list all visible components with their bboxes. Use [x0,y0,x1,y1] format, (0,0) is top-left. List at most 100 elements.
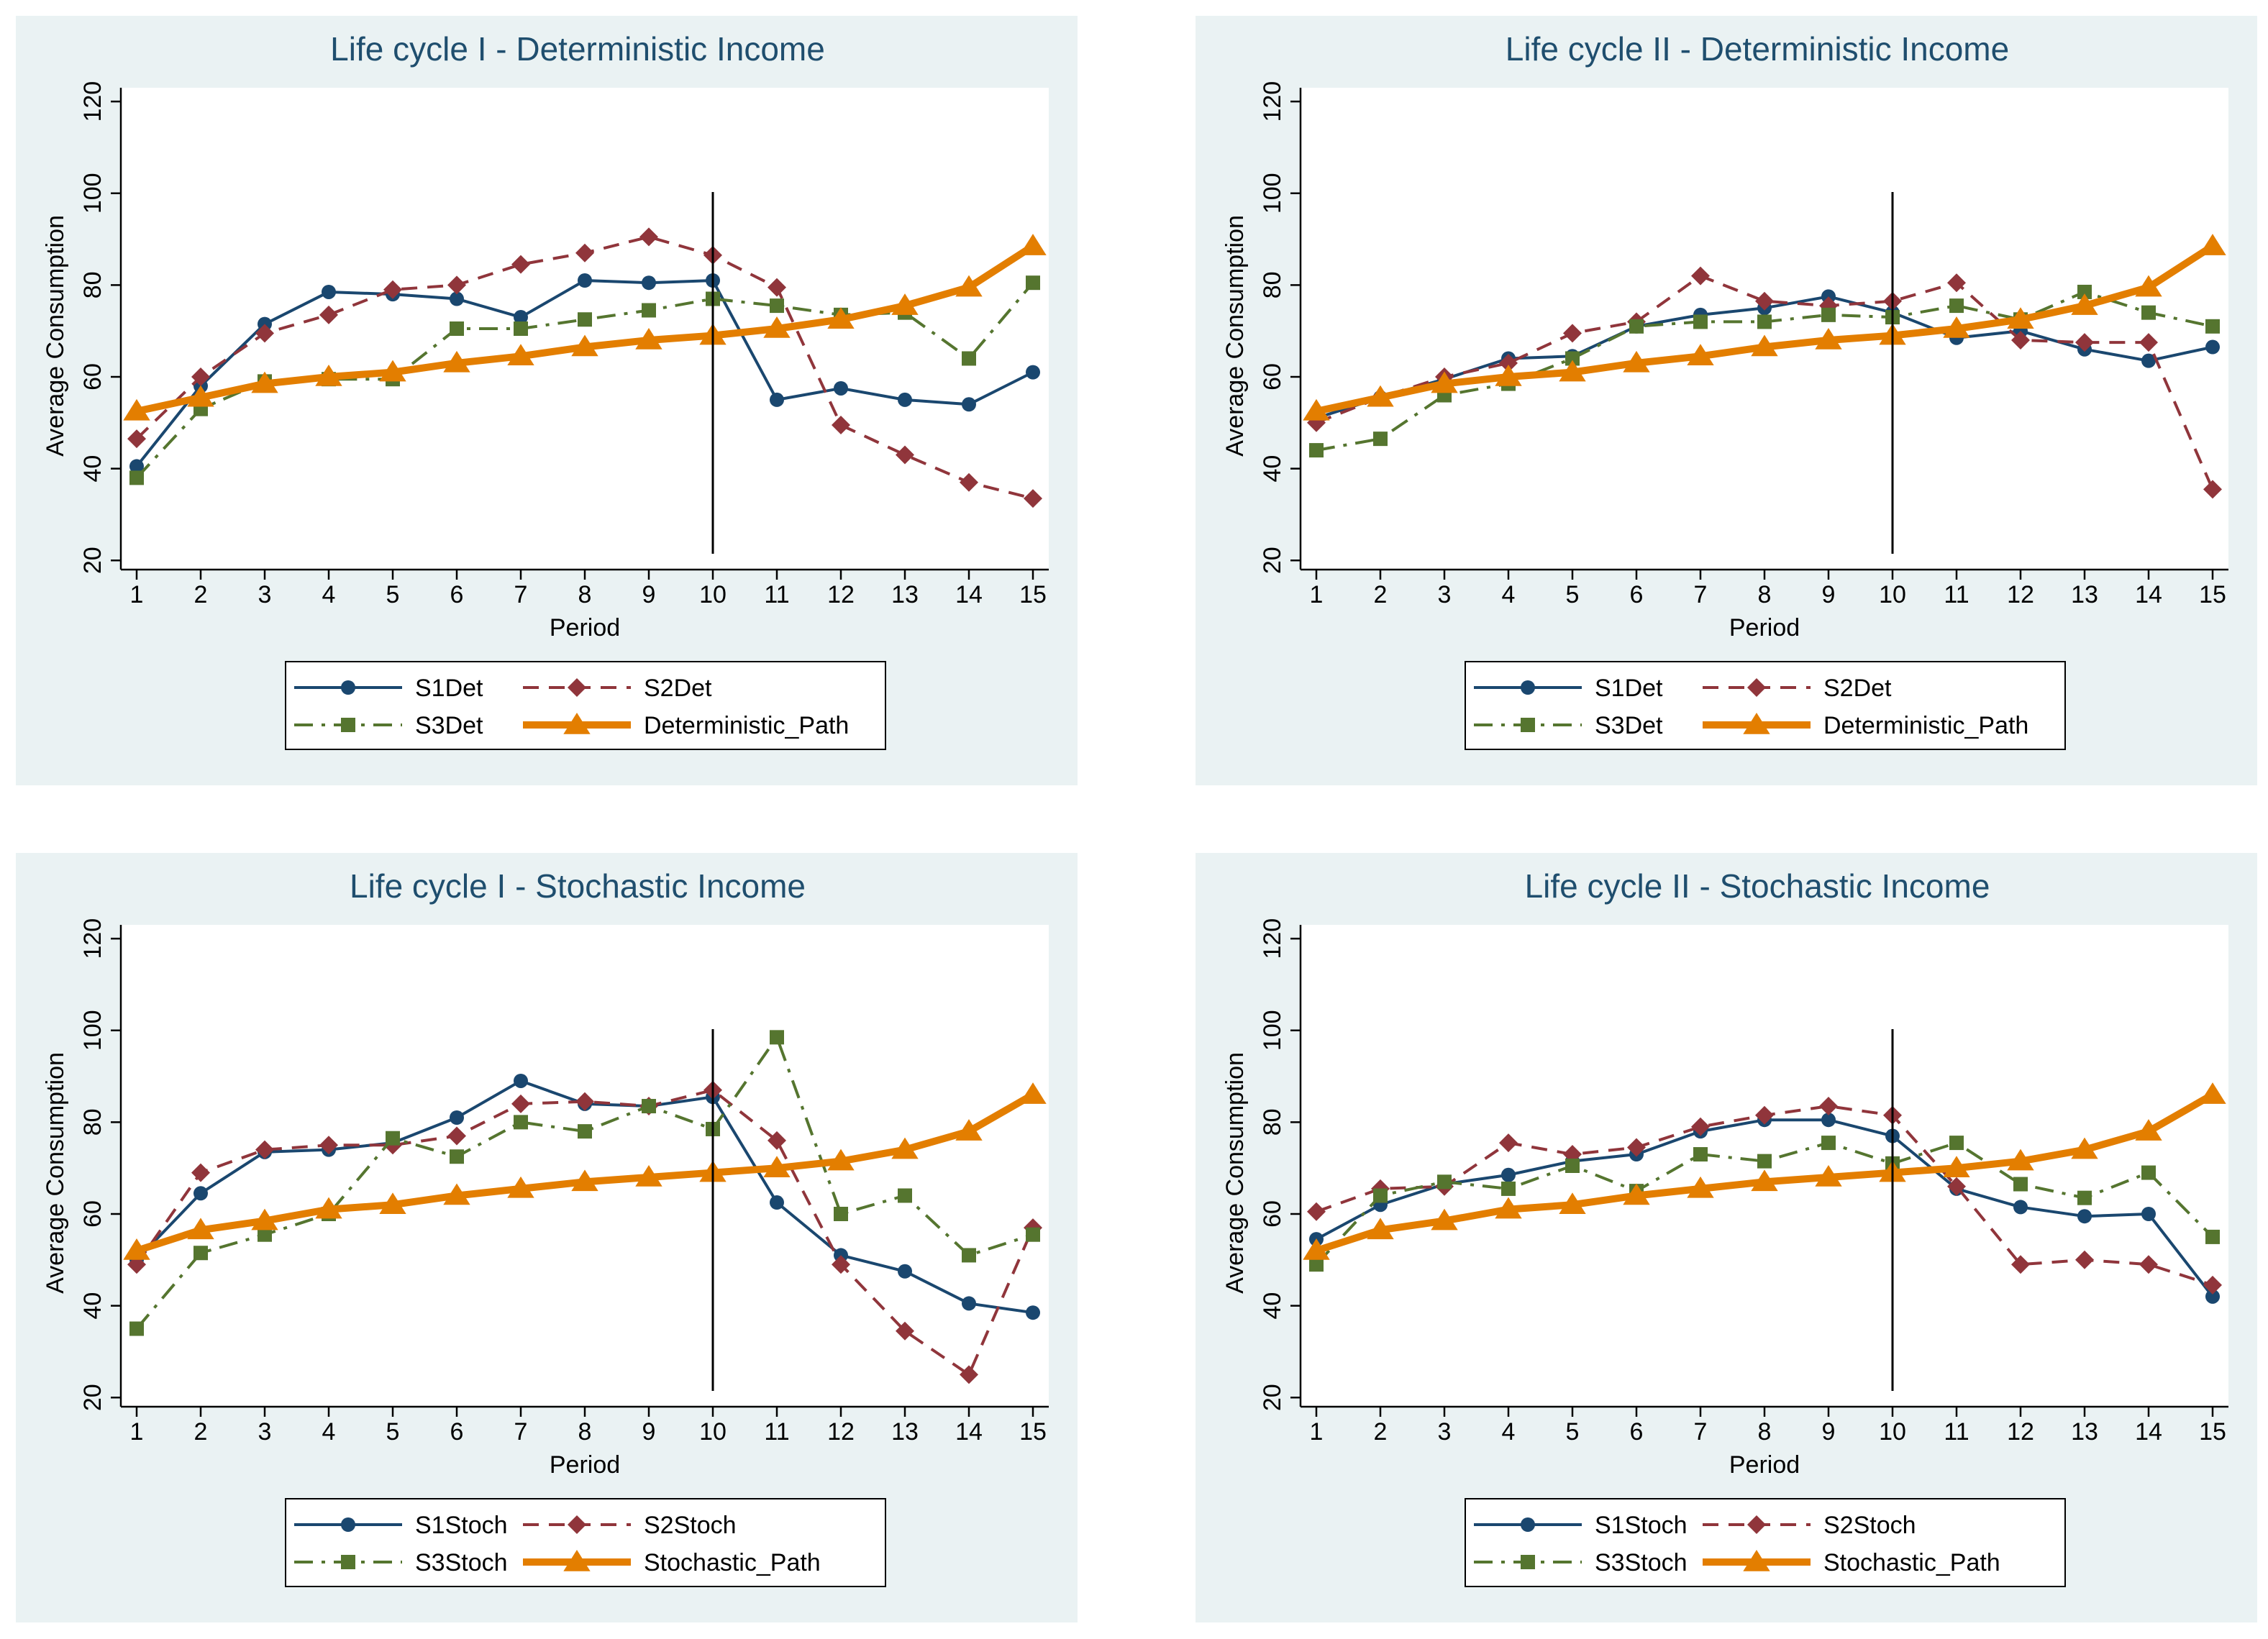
chart-1-legend-label-s1det: S1Det [415,675,483,702]
chart-4-point-s3stoch [1437,1174,1452,1190]
chart-3-y-axis-label: Average Consumption [42,1052,69,1294]
chart-3-legend-label-s3stoch: S3Stoch [415,1549,508,1576]
chart-4-x-tick-label: 6 [1630,1418,1644,1446]
chart-4-point-s1stoch [1501,1167,1516,1182]
chart-3-x-tick-label: 2 [194,1418,208,1446]
chart-3-x-tick-label: 12 [827,1418,855,1446]
chart-1-point-s1det [514,310,528,325]
chart-4-x-tick-label: 7 [1694,1418,1708,1446]
chart-1-point-s3det [1026,275,1040,291]
chart-2-point-s3det [1821,307,1836,322]
chart-4-legend-label-s1stoch: S1Stoch [1595,1512,1688,1539]
chart-2-point-s3det [1373,432,1388,447]
chart-2-y-tick-label: 60 [1259,363,1286,391]
chart-2-x-tick-label: 13 [2071,581,2098,608]
chart-2-y-tick-label: 80 [1259,271,1286,298]
chart-1-y-tick-label: 80 [79,271,106,298]
chart-2-legend-marker-s2det [1747,678,1766,697]
chart-1-point-s2det [896,445,914,465]
chart-3-legend-marker-s1stoch [341,1517,355,1532]
chart-3-point-stochastic-path [251,1208,278,1231]
chart-2-point-s3det [1757,314,1772,329]
chart-1-point-s3det [642,303,656,318]
chart-3-point-s1stoch [1026,1305,1040,1320]
chart-4-point-s3stoch [1821,1136,1836,1151]
chart-1-title: Life cycle I - Deterministic Income [330,30,825,68]
chart-1-point-s2det [383,280,402,299]
chart-1-point-deterministic-path [507,344,534,366]
chart-3-legend-label-s1stoch: S1Stoch [415,1512,508,1539]
chart-3-point-s3stoch [386,1131,400,1146]
chart-1-point-deterministic-path [571,334,598,357]
chart-3-point-s2stoch [511,1094,530,1113]
chart-3-point-s3stoch [642,1099,656,1114]
chart-1-x-tick-label: 6 [450,581,464,608]
chart-4-point-s2stoch [2075,1250,2094,1269]
chart-3-point-stochastic-path [123,1238,150,1260]
chart-4-x-tick-label: 4 [1502,1418,1516,1446]
chart-4-legend-label-s2stoch: S2Stoch [1823,1512,1916,1539]
chart-1-point-deterministic-path [1019,234,1047,255]
chart-1-legend-label-deterministic-path: Deterministic_Path [644,712,849,739]
chart-4-point-s2stoch [2139,1255,2158,1274]
chart-1-point-deterministic-path [379,360,406,382]
chart-4-title: Life cycle II - Stochastic Income [1525,867,1990,905]
chart-2-legend-marker-s1det [1521,680,1535,695]
chart-4-x-tick-label: 8 [1758,1418,1772,1446]
chart-2-point-s2det [1563,324,1582,343]
chart-4-point-stochastic-path [1303,1238,1330,1260]
chart-1-x-tick-label: 11 [764,581,789,608]
chart-2-x-tick-label: 1 [1310,581,1324,608]
chart-3-point-stochastic-path [827,1149,855,1171]
chart-3-x-tick-label: 5 [386,1418,400,1446]
chart-1-point-s2det [191,367,210,386]
chart-3-y-tick-label: 20 [79,1384,106,1411]
chart-1-series-deterministic-path [123,234,1047,421]
chart-2-legend-label-deterministic-path: Deterministic_Path [1823,712,2028,739]
chart-1-point-deterministic-path [315,365,342,386]
chart-3-point-stochastic-path [379,1192,406,1214]
chart-2-legend-label-s3det: S3Det [1595,712,1663,739]
chart-1-point-deterministic-path [443,350,470,373]
chart-4-point-stochastic-path [1815,1164,1842,1187]
chart-1-point-s2det [639,227,658,247]
chart-3-legend-marker-stochastic-path [563,1550,591,1571]
chart-4-point-stochastic-path [1431,1208,1458,1231]
chart-3-title: Life cycle I - Stochastic Income [350,867,806,905]
chart-2-point-deterministic-path [1431,371,1458,393]
chart-1-x-tick-label: 10 [699,581,727,608]
chart-3-point-s1stoch [514,1073,528,1088]
chart-4-legend-marker-stochastic-path [1743,1550,1770,1571]
chart-2-x-tick-label: 7 [1694,581,1708,608]
chart-4-y-tick-label: 80 [1259,1108,1286,1136]
chart-4-point-s3stoch [1565,1159,1580,1173]
chart-2-line-s2det [1316,274,2214,490]
chart-3-x-tick-label: 6 [450,1418,464,1446]
chart-2-y-tick-label: 20 [1259,547,1286,574]
chart-2-x-tick-label: 9 [1822,581,1836,608]
chart-4-x-tick-label: 1 [1310,1418,1324,1446]
chart-1-point-deterministic-path [891,293,919,315]
chart-4-x-tick-label: 14 [2135,1418,2162,1446]
chart-3-point-s3stoch [514,1115,528,1130]
chart-3-point-s3stoch [258,1227,272,1242]
chart-3-point-s2stoch [575,1092,594,1111]
chart-2-point-s2det [1499,353,1518,373]
chart-3-legend: S1Stoch S2Stoch S3Stoch Stochastic_Path [285,1498,886,1587]
chart-4-point-stochastic-path [1367,1218,1394,1240]
chart-3-x-tick-label: 3 [258,1418,272,1446]
chart-4-point-s1stoch [2141,1207,2156,1221]
chart-1-y-tick-label: 100 [79,173,106,214]
chart-4-y-tick-label: 60 [1259,1200,1286,1228]
chart-4-x-tick-label: 3 [1438,1418,1452,1446]
chart-2-legend-box [1465,661,2066,750]
chart-3-point-s1stoch [193,1186,208,1201]
chart-1-legend-marker-s1det [341,680,355,695]
chart-1-plot-area [121,88,1049,570]
chart-3-point-s3stoch [193,1246,208,1261]
chart-4-point-stochastic-path [2135,1119,2162,1141]
chart-2-legend-marker-deterministic-path [1743,713,1770,734]
chart-2-point-s3det [1309,443,1324,458]
chart-2-point-s3det [1693,314,1708,329]
chart-3-point-stochastic-path [187,1218,214,1240]
